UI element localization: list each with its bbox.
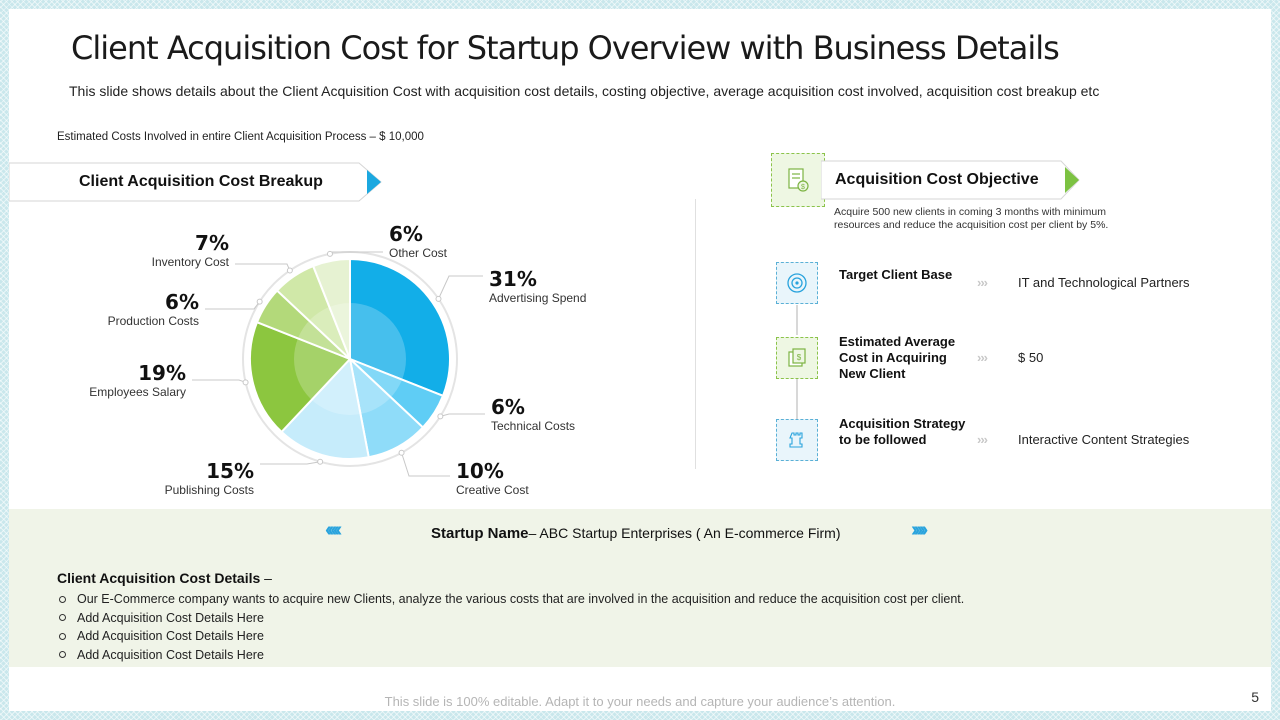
leader-line [235,263,291,271]
pie-pct-label: 7% [195,231,229,255]
bullet-circle-icon [59,614,66,622]
target-icon [776,262,818,304]
pie-pct-label: 10% [456,459,504,483]
details-list: Our E-Commerce company wants to acquire … [57,590,964,664]
pie-slice-other-cost [311,257,351,360]
list-item: Our E-Commerce company wants to acquire … [57,590,964,609]
bullet-circle-icon [59,651,66,659]
target-client-base-value: IT and Technological Partners [1018,275,1190,290]
pie-category-label: Production Costs [108,314,199,328]
page-title: Client Acquisition Cost for Startup Over… [71,29,1060,67]
pie-slice-advertising-spend [349,257,451,398]
document-dollar-icon: $ [771,153,825,207]
svg-text:$: $ [801,184,805,191]
leader-dot [437,413,444,420]
target-client-base-label: Target Client Base [839,267,953,282]
chevrons-icon: ››› [977,275,988,290]
double-chevron-left-icon: ‹‹‹‹‹ [325,519,342,541]
objective-description: Acquire 500 new clients in coming 3 mont… [834,206,1109,231]
pie-category-label: Technical Costs [491,419,575,433]
breakup-banner: Client Acquisition Cost Breakup [9,162,389,202]
double-chevron-right-icon: ››››› [911,519,928,541]
leader-line [401,452,450,477]
section-divider [695,199,696,469]
objective-arrow-icon [1065,167,1079,193]
footer-note: This slide is 100% editable. Adapt it to… [384,694,896,709]
pie-category-label: Other Cost [389,246,448,260]
chess-rook-icon [776,419,818,461]
leader-line [440,413,485,417]
pie-pct-label: 6% [491,395,525,419]
chevrons-icon: ››› [977,350,988,365]
leader-dot [256,298,263,305]
leader-dot [398,449,405,456]
details-heading: Client Acquisition Cost Details – [57,570,272,586]
pie-pct-label: 15% [206,459,254,483]
estimated-costs-note: Estimated Costs Involved in entire Clien… [57,131,424,143]
pie-pct-label: 19% [138,361,186,385]
pie-category-label: Creative Cost [456,483,529,497]
breakup-banner-shape [9,162,382,202]
pie-category-label: Publishing Costs [165,483,254,497]
slide: Client Acquisition Cost for Startup Over… [9,9,1271,711]
acquisition-strategy-label: Acquisition Strategy to be followed [839,416,966,447]
list-item: Add Acquisition Cost Details Here [57,646,964,665]
pie-chart: 31% Advertising Spend 6% Technical Costs 10%… [9,204,699,504]
pie-pct-label: 31% [489,267,537,291]
leader-line [438,275,483,300]
pie-inner-highlight [294,303,406,415]
leader-dot [317,458,324,465]
bullet-circle-icon [59,595,66,603]
objective-banner: Acquisition Cost Objective [821,160,1081,200]
leader-dot [435,295,442,302]
leader-line [205,301,261,310]
average-cost-label: Estimated Average Cost in Acquiring New … [839,334,956,381]
startup-name-value: – ABC Startup Enterprises ( An E-commerc… [528,525,841,541]
average-cost-value: $ 50 [1018,350,1044,365]
money-icon: $ [776,337,818,379]
page-number: 5 [1251,689,1259,705]
pie-category-label: Inventory Cost [152,255,230,269]
row-connector [796,379,798,419]
details-band [9,509,1271,667]
objective-title: Acquisition Cost Objective [835,171,1039,188]
pie-category-label: Advertising Spend [489,291,586,305]
breakup-arrow-icon [367,170,381,194]
startup-name-label: Startup Name [431,525,529,542]
acquisition-strategy-value: Interactive Content Strategies [1018,432,1190,447]
bullet-circle-icon [59,632,66,640]
leader-line [260,461,321,465]
row-connector [796,305,798,335]
breakup-title: Client Acquisition Cost Breakup [79,173,323,190]
leader-dot [286,267,293,274]
leader-line [192,379,246,383]
pie-slice-publishing-costs [280,356,370,460]
list-item: Add Acquisition Cost Details Here [57,609,964,628]
chevrons-icon: ››› [977,432,988,447]
startup-name: Startup Name– ABC Startup Enterprises ( … [431,525,841,542]
leader-dot [242,379,249,386]
pie-category-label: Employees Salary [89,385,186,399]
pie-pct-label: 6% [389,222,423,246]
pie-pct-label: 6% [165,290,199,314]
page-subtitle: This slide shows details about the Clien… [69,83,1100,99]
svg-text:$: $ [797,353,802,362]
list-item: Add Acquisition Cost Details Here [57,627,964,646]
leader-dot [326,250,333,257]
